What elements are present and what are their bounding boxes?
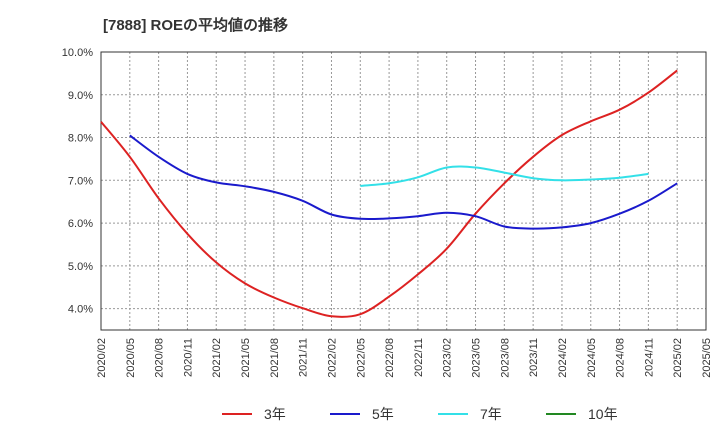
y-tick-label: 9.0% [68,90,93,102]
x-tick-label: 2024/02 [557,338,569,378]
x-tick-label: 2022/11 [413,338,425,377]
y-tick-label: 4.0% [68,304,93,316]
legend-label-3y: 3年 [264,406,286,422]
y-tick-label: 6.0% [68,218,93,230]
x-tick-label: 2020/02 [96,338,108,378]
x-tick-label: 2020/08 [154,338,166,378]
y-tick-label: 7.0% [68,175,93,187]
y-tick-label: 10.0% [62,47,93,59]
legend-label-7y: 7年 [480,406,502,422]
x-tick-label: 2024/05 [586,338,598,378]
x-tick-label: 2023/05 [471,338,483,378]
x-tick-label: 2025/02 [672,338,684,378]
x-tick-label: 2023/11 [528,338,540,377]
chart-title: [7888] ROEの平均値の推移 [103,17,289,34]
x-tick-label: 2022/08 [384,338,396,378]
x-tick-label: 2020/05 [125,338,137,378]
plot-area-frame [100,51,707,331]
legend-label-5y: 5年 [372,406,394,422]
y-tick-label: 5.0% [68,261,93,273]
x-tick-label: 2021/02 [211,338,223,378]
x-tick-label: 2021/05 [240,338,252,378]
x-tick-label: 2020/11 [182,338,194,377]
y-tick-label: 8.0% [68,133,93,145]
x-tick-label: 2021/08 [269,338,281,378]
x-tick-label: 2023/02 [442,338,454,378]
x-tick-label: 2021/11 [298,338,310,377]
x-tick-label: 2022/02 [326,338,338,378]
x-tick-label: 2022/05 [355,338,367,378]
x-tick-label: 2025/05 [701,338,713,378]
series-line-7y [360,165,649,187]
series-line-5y [129,134,678,230]
x-tick-label: 2023/08 [499,338,511,378]
legend-label-10y: 10年 [588,406,618,422]
x-tick-label: 2024/11 [643,338,655,377]
series-line-3y [100,69,678,318]
x-tick-label: 2024/08 [615,338,627,378]
